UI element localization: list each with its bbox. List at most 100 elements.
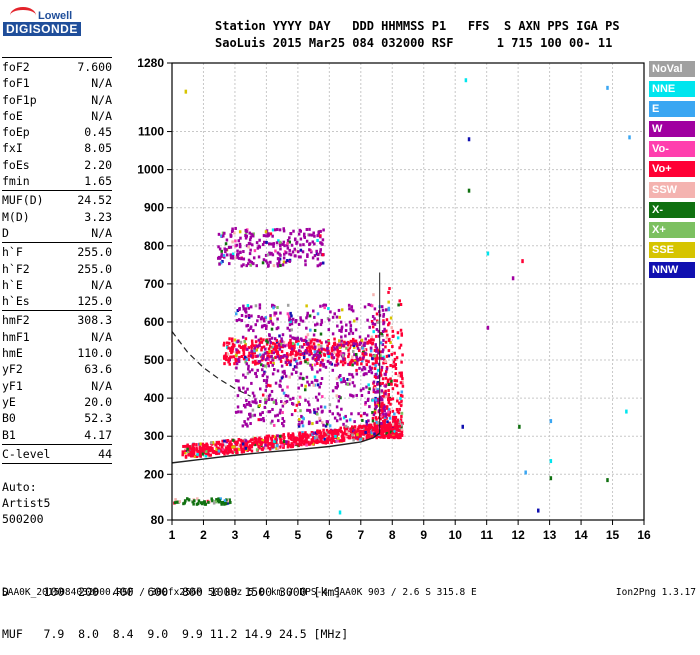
echo-point [269,421,273,425]
echo-point [195,443,198,447]
echo-point [290,351,294,355]
echo-point [258,440,262,444]
echo-point [395,431,398,435]
echo-point [374,402,377,406]
echo-point [251,442,255,446]
echo-point [215,452,218,456]
echo-point [363,367,367,371]
echo-point [387,323,390,327]
echo-point [280,350,284,354]
echo-point [336,347,339,351]
echo-point [383,394,386,398]
echo-point [264,230,268,234]
echo-point [189,454,193,458]
echo-point [335,419,339,423]
echo-point [389,397,392,401]
echo-point [327,341,331,345]
echo-point [266,354,270,358]
echo-point [353,425,357,429]
echo-point [208,446,212,450]
echo-point [341,353,345,357]
echo-point [321,238,325,242]
echo-point [298,432,301,436]
x-tick-label: 16 [637,528,651,542]
echo-point [310,352,313,356]
echo-point [258,306,262,310]
echo-point [243,445,246,449]
echo-point [319,381,323,385]
echo-point [285,343,289,347]
echo-point [283,344,287,348]
echo-point [272,347,276,351]
echo-point [338,346,342,350]
echo-point [231,227,234,231]
echo-point [380,413,384,417]
echo-point [358,429,361,433]
echo-point [283,371,286,375]
echo-point [229,347,232,351]
echo-point [231,445,234,449]
echo-point [261,411,264,415]
echo-point [332,429,336,433]
echo-point [390,379,393,383]
echo-point [338,315,342,319]
echo-point [192,442,196,446]
echo-point [303,338,307,342]
echo-point [217,449,221,453]
param-row: yF1 N/A [2,378,112,394]
echo-point [350,373,354,377]
echo-point [279,408,282,412]
echo-point [250,243,254,247]
echo-point [270,251,273,255]
echo-point [351,331,355,335]
echo-point [307,442,311,446]
echo-point [236,405,240,409]
echo-point [314,353,317,357]
echo-point [289,334,292,338]
echo-point [386,380,390,384]
echo-point [323,433,327,437]
echo-point [249,259,252,263]
echo-point [249,422,252,426]
echo-point [376,382,379,386]
echo-point [296,362,299,366]
echo-point [274,345,277,349]
echo-point [307,420,311,424]
echo-point [316,350,319,354]
echo-point [397,433,400,437]
echo-point [187,498,191,502]
echo-point [367,369,371,373]
echo-point [286,385,289,389]
echo-point [304,259,307,263]
echo-point [289,353,292,357]
echo-point [359,414,363,418]
echo-point [374,390,377,394]
echo-point [352,349,355,353]
echo-point [313,254,317,258]
echo-point [297,322,301,326]
echo-point [291,336,294,340]
echo-point [395,356,399,360]
echo-point [189,451,192,455]
echo-point [301,436,305,440]
echo-point [296,352,299,356]
echo-point [244,390,247,394]
echo-point [268,355,271,359]
echo-point [394,383,397,387]
echo-point [464,78,468,83]
echo-point [292,229,295,233]
echo-point [373,411,377,415]
echo-point [225,498,228,502]
echo-point [271,228,275,232]
echo-point [264,364,267,368]
y-tick-label: 400 [144,391,164,405]
echo-point [256,246,260,250]
echo-point [301,431,304,435]
param-row: yF2 63.6 [2,361,112,377]
echo-point [351,363,354,367]
echo-point [275,327,279,331]
echo-point [220,254,223,258]
echo-point [374,400,377,404]
echo-point [257,338,261,342]
echo-point [518,424,521,429]
